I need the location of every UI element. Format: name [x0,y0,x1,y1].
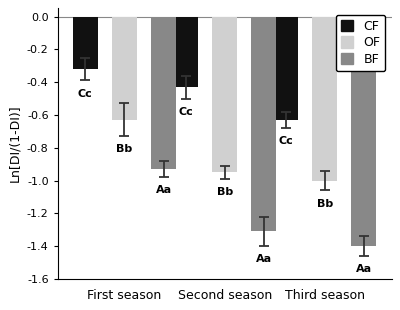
Bar [251,16,276,231]
Text: Cc: Cc [178,107,193,117]
Bar [352,16,376,246]
Text: Aa: Aa [156,185,172,196]
Text: Cc: Cc [278,136,293,146]
Bar [212,16,237,172]
Bar [173,16,198,87]
Text: Aa: Aa [256,254,272,264]
Bar [273,16,298,120]
Text: Cc: Cc [78,89,93,99]
Text: Bb: Bb [317,199,333,209]
Bar [312,16,338,180]
Bar [73,16,98,69]
Text: Bb: Bb [216,187,233,197]
Bar [151,16,176,169]
Text: Aa: Aa [356,264,372,274]
Y-axis label: Ln[DI/(1-DI)]: Ln[DI/(1-DI)] [8,105,21,183]
Text: Bb: Bb [116,144,132,154]
Bar [112,16,137,120]
Legend: CF, OF, BF: CF, OF, BF [336,15,386,71]
